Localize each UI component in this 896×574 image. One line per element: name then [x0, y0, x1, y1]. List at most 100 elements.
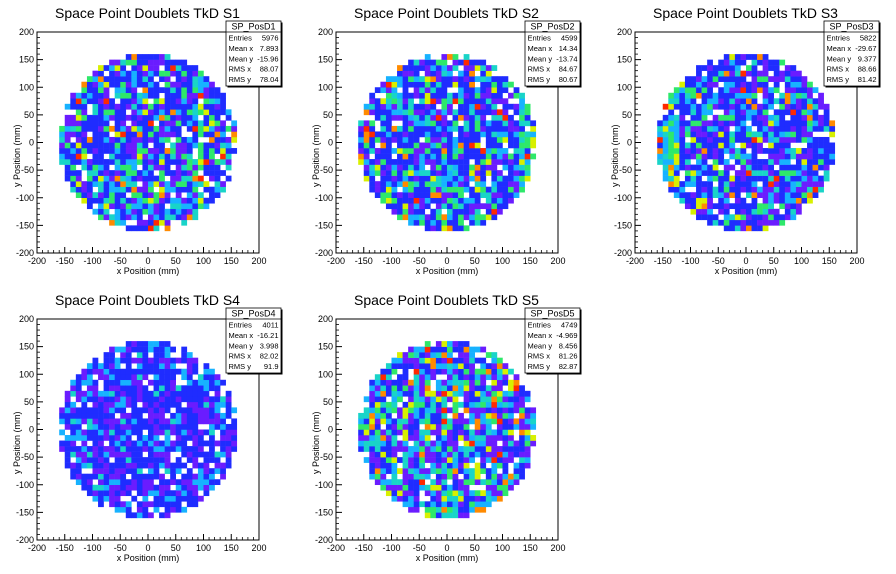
heatmap-bin — [186, 81, 193, 88]
heatmap-bin — [220, 401, 226, 408]
heatmap-bin — [757, 225, 763, 232]
heatmap-bin — [148, 203, 154, 210]
heatmap-bin — [192, 385, 199, 392]
heatmap-bin — [419, 473, 426, 480]
heatmap-bin — [81, 92, 88, 99]
heatmap-bin — [170, 214, 176, 221]
heatmap-bin — [385, 484, 392, 491]
heatmap-bin — [408, 407, 414, 414]
heatmap-bin — [120, 153, 127, 160]
heatmap-bin — [192, 473, 199, 480]
heatmap-bin — [391, 390, 398, 397]
heatmap-bin — [86, 490, 93, 497]
heatmap-bin — [136, 148, 143, 154]
heatmap-bin — [92, 473, 99, 480]
heatmap-bin — [452, 192, 459, 198]
heatmap-bin — [452, 125, 459, 132]
heatmap-bin — [474, 103, 481, 110]
stats-value: 78.04 — [260, 75, 279, 84]
heatmap-bin — [762, 54, 769, 60]
heatmap-bin — [214, 114, 221, 121]
axes: -200 -150 -100 -50 0 50 100 150 200-200-150-100-… — [16, 314, 267, 553]
heatmap-bin — [491, 120, 498, 127]
heatmap-bin — [508, 81, 514, 88]
heatmap-bin — [109, 352, 115, 358]
heatmap-bin — [369, 401, 376, 408]
heatmap-bin — [480, 164, 487, 171]
heatmap-bin — [192, 164, 199, 171]
heatmap-bin — [59, 412, 65, 419]
y-tick-label: -150 — [315, 507, 333, 517]
heatmap-bin — [142, 76, 149, 82]
heatmap-bin — [447, 186, 453, 193]
stats-label: Mean x — [827, 44, 852, 53]
heatmap-bin — [463, 379, 470, 386]
heatmap-bin — [225, 401, 232, 408]
heatmap-bin — [70, 92, 77, 99]
heatmap-bin — [668, 131, 675, 138]
heatmap-bin — [474, 153, 481, 160]
heatmap-bin — [729, 98, 736, 105]
heatmap-bin — [159, 120, 165, 127]
heatmap-bin — [508, 114, 514, 121]
heatmap-bin — [197, 462, 204, 469]
heatmap-bin — [64, 142, 71, 149]
heatmap-bin — [92, 495, 99, 502]
heatmap-bin — [81, 457, 88, 463]
heatmap-bin — [474, 219, 481, 226]
heatmap-bin — [508, 446, 514, 452]
heatmap-bin — [430, 70, 437, 77]
heatmap-bin — [447, 197, 453, 204]
heatmap-bin — [762, 70, 769, 77]
heatmap-bin — [508, 175, 514, 182]
heatmap-bin — [181, 429, 188, 436]
heatmap-bin — [696, 181, 702, 187]
heatmap-bin — [203, 390, 210, 397]
heatmap-bin — [419, 214, 426, 221]
heatmap-bin — [502, 136, 509, 143]
heatmap-bin — [175, 114, 182, 121]
heatmap-bin — [480, 446, 487, 452]
heatmap-bin — [64, 407, 71, 414]
stats-label: Entries — [229, 321, 253, 330]
heatmap-bin — [159, 148, 165, 154]
heatmap-bin — [374, 412, 381, 419]
heatmap-bin — [757, 136, 763, 143]
heatmap-bin — [164, 153, 171, 160]
heatmap-bin — [380, 451, 387, 458]
heatmap-bin — [153, 136, 160, 143]
heatmap-bin — [192, 92, 199, 99]
heatmap-bin — [64, 435, 71, 441]
heatmap-bin — [441, 70, 448, 77]
heatmap-bin — [369, 429, 376, 436]
heatmap-bin — [485, 435, 492, 441]
heatmap-bin — [508, 457, 514, 463]
heatmap-bin — [485, 65, 492, 71]
heatmap-bin — [784, 159, 791, 165]
heatmap-bin — [197, 153, 204, 160]
heatmap-bin — [175, 423, 182, 430]
heatmap-bin — [491, 440, 498, 447]
heatmap-bin — [762, 103, 769, 110]
heatmap-bin — [170, 418, 176, 425]
heatmap-bin — [181, 186, 188, 193]
heatmap-bin — [524, 462, 531, 469]
heatmap-bin — [98, 374, 104, 381]
heatmap-bin — [220, 412, 226, 419]
heatmap-bin — [751, 219, 758, 226]
heatmap-bin — [823, 114, 830, 121]
heatmap-bin — [679, 103, 686, 110]
heatmap-bin — [441, 164, 448, 171]
heatmap-bin — [380, 468, 387, 474]
heatmap-bin — [452, 98, 459, 105]
heatmap-bin — [142, 506, 149, 513]
chart-panel-2: -200 -150 -100 -50 0 50 100 150 200-200-150-100-… — [311, 5, 582, 276]
heatmap-bin — [491, 153, 498, 160]
heatmap-bin — [153, 109, 160, 116]
heatmap-bin — [142, 385, 149, 392]
heatmap-bin — [435, 457, 442, 463]
heatmap-bin — [391, 159, 398, 165]
heatmap-bin — [159, 208, 165, 215]
heatmap-bin — [740, 87, 747, 94]
heatmap-bin — [485, 197, 492, 204]
